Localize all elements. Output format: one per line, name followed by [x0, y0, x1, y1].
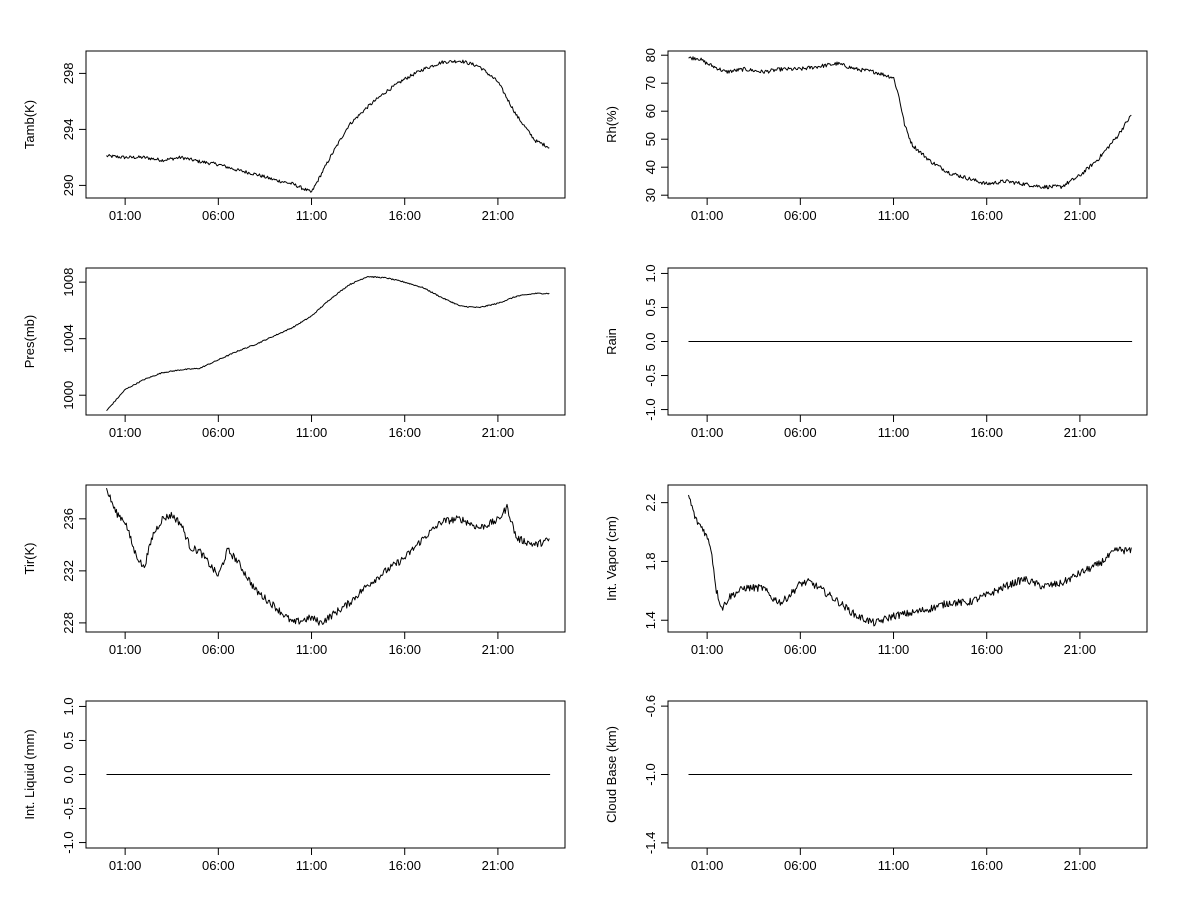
panel-7: 01:00 06:00 11:00 16:00 21:00 -1.4 -1.0 -0.6 Clo… — [604, 695, 1148, 873]
y-axis-label: Int. Liquid (mm) — [22, 729, 37, 819]
y-tick-label: 0.5 — [643, 298, 658, 316]
y-tick-label: 0.0 — [643, 332, 658, 350]
x-tick-label: 16:00 — [970, 208, 1003, 223]
x-tick-label: 01:00 — [109, 208, 142, 223]
y-axis-label: Cloud Base (km) — [604, 726, 619, 823]
x-tick-label: 11:00 — [296, 858, 328, 873]
y-tick-label: -0.5 — [643, 364, 658, 386]
x-tick-label: 11:00 — [296, 425, 328, 440]
y-tick-label: 1.4 — [643, 611, 658, 629]
x-tick-label: 21:00 — [1064, 858, 1097, 873]
x-tick-label: 16:00 — [970, 642, 1003, 657]
plot-frame — [85, 50, 566, 199]
y-tick-label: 40 — [643, 160, 658, 174]
x-tick-label: 21:00 — [482, 858, 515, 873]
x-tick-label: 11:00 — [878, 208, 910, 223]
y-tick-label: -0.6 — [643, 695, 658, 717]
y-tick-label: 80 — [643, 48, 658, 62]
x-tick-label: 01:00 — [109, 858, 142, 873]
x-tick-label: 01:00 — [691, 642, 724, 657]
x-tick-label: 06:00 — [202, 425, 235, 440]
x-tick-label: 11:00 — [878, 425, 910, 440]
x-tick-label: 01:00 — [691, 208, 724, 223]
plot-frame — [85, 484, 566, 633]
series-line — [688, 56, 1132, 190]
series-line — [106, 487, 550, 626]
x-tick-label: 16:00 — [388, 642, 421, 657]
y-tick-label: 294 — [61, 119, 76, 141]
x-tick-label: 21:00 — [482, 425, 515, 440]
x-tick-label: 16:00 — [388, 425, 421, 440]
y-axis-label: Int. Vapor (cm) — [604, 516, 619, 601]
y-axis-label: Rh(%) — [604, 106, 619, 143]
series-line — [106, 59, 550, 193]
x-tick-label: 21:00 — [1064, 425, 1097, 440]
y-tick-label: 0.5 — [61, 731, 76, 749]
x-tick-label: 01:00 — [691, 858, 724, 873]
panel-1: 01:00 06:00 11:00 16:00 21:00 30 40 50 60 70 80 Rh(… — [604, 48, 1148, 223]
plot-frame — [667, 484, 1148, 633]
series-line — [106, 276, 550, 412]
y-tick-label: 70 — [643, 76, 658, 90]
y-tick-label: 50 — [643, 132, 658, 146]
y-tick-label: 0.0 — [61, 765, 76, 783]
plot-frame — [85, 267, 566, 416]
y-tick-label: -0.5 — [61, 797, 76, 819]
x-tick-label: 06:00 — [784, 208, 817, 223]
x-tick-label: 11:00 — [878, 858, 910, 873]
x-tick-label: 21:00 — [1064, 642, 1097, 657]
series-line — [688, 494, 1132, 627]
x-tick-label: 06:00 — [784, 858, 817, 873]
x-tick-label: 01:00 — [109, 425, 142, 440]
x-tick-label: 01:00 — [691, 425, 724, 440]
y-tick-label: 232 — [61, 560, 76, 582]
y-tick-label: 2.2 — [643, 494, 658, 512]
y-tick-label: -1.4 — [643, 832, 658, 854]
y-tick-label: 60 — [643, 104, 658, 118]
y-tick-label: 228 — [61, 612, 76, 634]
x-tick-label: 11:00 — [878, 642, 910, 657]
y-tick-label: 290 — [61, 175, 76, 197]
panel-6: 01:00 06:00 11:00 16:00 21:00 -1.0 -0.5 0.0 0.5 1… — [22, 697, 566, 873]
x-tick-label: 06:00 — [202, 208, 235, 223]
y-tick-label: -1.0 — [643, 763, 658, 785]
x-tick-label: 16:00 — [388, 208, 421, 223]
x-tick-label: 11:00 — [296, 208, 328, 223]
y-tick-label: 298 — [61, 63, 76, 85]
panel-2: 01:00 06:00 11:00 16:00 21:00 1000 1004 1008 Pre… — [22, 267, 566, 440]
x-tick-label: 06:00 — [202, 858, 235, 873]
x-tick-label: 06:00 — [784, 425, 817, 440]
y-axis-label: Rain — [604, 328, 619, 355]
panel-3: 01:00 06:00 11:00 16:00 21:00 -1.0 -0.5 0.0 0.5 1… — [604, 264, 1148, 440]
x-tick-label: 06:00 — [202, 642, 235, 657]
panel-5: 01:00 06:00 11:00 16:00 21:00 1.4 1.8 2.2 Int. V… — [604, 484, 1148, 657]
x-tick-label: 16:00 — [970, 858, 1003, 873]
x-tick-label: 01:00 — [109, 642, 142, 657]
x-tick-label: 11:00 — [296, 642, 328, 657]
plot-frame — [667, 50, 1148, 199]
x-tick-label: 21:00 — [482, 208, 515, 223]
y-tick-label: 1008 — [61, 268, 76, 297]
y-tick-label: 1004 — [61, 324, 76, 353]
y-axis-label: Tamb(K) — [22, 100, 37, 149]
y-axis-label: Pres(mb) — [22, 315, 37, 368]
x-tick-label: 06:00 — [784, 642, 817, 657]
panel-0: 01:00 06:00 11:00 16:00 21:00 290 294 298 Tamb(K… — [22, 50, 566, 223]
x-tick-label: 16:00 — [388, 858, 421, 873]
panel-4: 01:00 06:00 11:00 16:00 21:00 228 232 236 Tir(K) — [22, 484, 566, 657]
x-tick-label: 16:00 — [970, 425, 1003, 440]
y-tick-label: 1.8 — [643, 552, 658, 570]
x-tick-label: 21:00 — [482, 642, 515, 657]
y-tick-label: 30 — [643, 188, 658, 202]
y-tick-label: -1.0 — [643, 398, 658, 420]
y-tick-label: 1.0 — [643, 264, 658, 282]
y-tick-label: -1.0 — [61, 831, 76, 853]
y-tick-label: 1.0 — [61, 697, 76, 715]
y-axis-label: Tir(K) — [22, 542, 37, 574]
y-tick-label: 236 — [61, 508, 76, 530]
y-tick-label: 1000 — [61, 381, 76, 410]
x-tick-label: 21:00 — [1064, 208, 1097, 223]
